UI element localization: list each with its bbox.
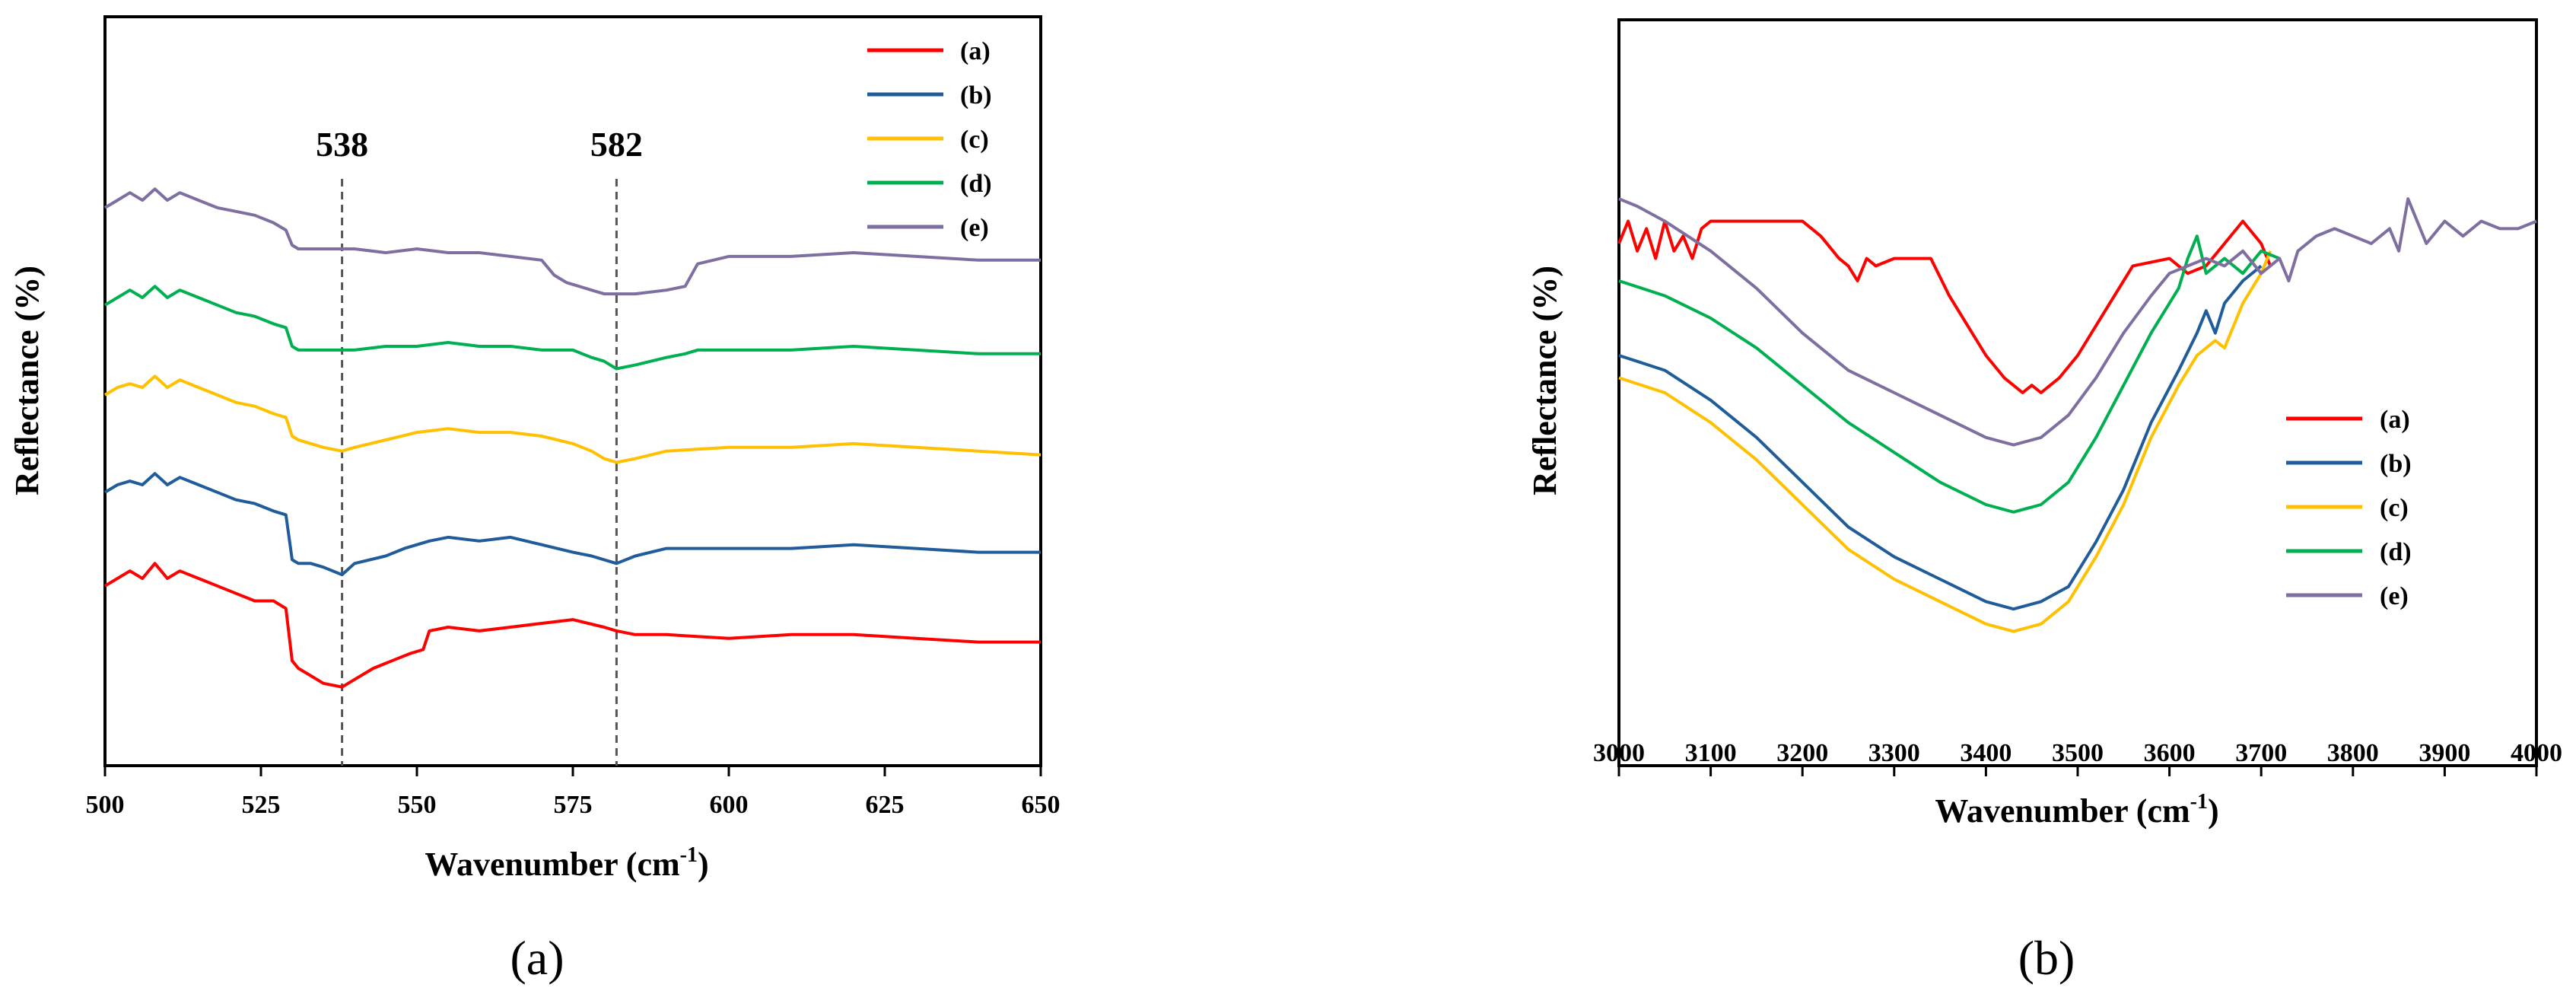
panel-b-series-d-line	[1618, 234, 2281, 514]
panel-a-xtick-label: 500	[86, 791, 125, 819]
panel-b-xtick-label: 3100	[1685, 739, 1737, 767]
panel-a-xtick-label: 550	[398, 791, 437, 819]
panel-b-xtick-label: 3800	[2327, 739, 2379, 767]
panel-a-y-axis-label: Reflectance (%)	[8, 266, 46, 495]
panel-b-plot-frame	[1617, 18, 2538, 767]
panel-b-xtick-label: 4000	[2511, 739, 2562, 767]
panel-b-xtick-label: 3700	[2235, 739, 2287, 767]
panel-a-legend-label-c: (c)	[960, 126, 989, 154]
panel-a-legend-label-a: (a)	[960, 37, 991, 65]
panel-b-legend-label-d: (d)	[2380, 538, 2412, 566]
panel-a: 500 525 550 575 600 625 650 Wavenumber (cm-1) Re…	[8, 15, 1061, 985]
panel-b-series-a-line	[1617, 219, 2272, 394]
panel-b-xtick-label: 3900	[2419, 739, 2470, 767]
panel-b-legend: (a) (b) (c) (d) (e)	[2286, 406, 2412, 610]
panel-a-legend-label-d: (d)	[960, 170, 992, 198]
panel-b-xtick-label: 3500	[2052, 739, 2104, 767]
panel-a-caption: (a)	[510, 931, 564, 985]
panel-b-legend-label-a: (a)	[2380, 406, 2410, 434]
panel-b: 3000 3100 3200 3300 3400 3500 3600 3700 3800 3900…	[1526, 18, 2562, 985]
panel-b-series-b-line	[1618, 264, 2263, 611]
panel-b-y-axis-label: Reflectance (%)	[1526, 266, 1563, 495]
panel-b-caption: (b)	[2018, 931, 2075, 985]
panel-b-x-axis-label: Wavenumber (cm-1)	[1935, 790, 2218, 830]
panel-b-legend-label-c: (c)	[2380, 494, 2409, 522]
panel-a-series-c-line	[103, 374, 1042, 464]
panel-a-legend-label-e: (e)	[960, 214, 989, 242]
panel-a-xtick-label: 650	[1022, 791, 1061, 819]
panel-a-annotation-label-582: 582	[590, 125, 643, 164]
panel-a-x-axis-label: Wavenumber (cm-1)	[425, 843, 708, 883]
panel-b-legend-label-e: (e)	[2380, 582, 2409, 610]
panel-b-series-c-line	[1618, 250, 2272, 633]
panel-a-annotation-label-538: 538	[316, 125, 368, 164]
panel-b-series-e-line	[1618, 197, 2537, 447]
panel-a-legend-label-b: (b)	[960, 81, 992, 110]
panel-b-xtick-label: 3300	[1868, 739, 1920, 767]
panel-a-series-e-line	[103, 187, 1041, 296]
panel-a-legend: (a) (b) (c) (d) (e)	[867, 37, 992, 242]
panel-b-xtick-label: 3400	[1960, 739, 2012, 767]
panel-a-xtick-label: 575	[554, 791, 593, 819]
panel-b-xtick-label: 3200	[1776, 739, 1828, 767]
panel-a-xtick-label: 600	[710, 791, 749, 819]
panel-a-xtick-label: 625	[866, 791, 905, 819]
panel-b-xtick-label: 3000	[1593, 739, 1645, 767]
panel-a-plot-frame	[103, 15, 1042, 767]
panel-b-legend-label-b: (b)	[2380, 450, 2412, 478]
panel-a-series-a-line	[103, 562, 1041, 689]
panel-a-xtick-label: 525	[242, 791, 281, 819]
panel-a-series-b-line	[103, 472, 1041, 577]
panel-a-series-d-line	[103, 285, 1041, 371]
panel-b-xtick-label: 3600	[2144, 739, 2196, 767]
